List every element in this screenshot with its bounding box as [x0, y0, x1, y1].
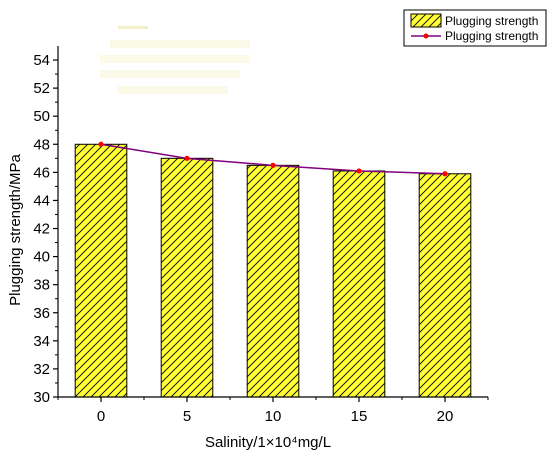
- y-tick-label: 48: [33, 136, 50, 153]
- y-tick-label: 52: [33, 80, 50, 97]
- y-axis: 30 32 34 36 38 40 42 44 46 48 50 52 54: [33, 46, 59, 406]
- bar-10: [246, 164, 300, 398]
- markers-group: [98, 141, 448, 177]
- line-point-5: [184, 155, 190, 161]
- y-tick-label: 50: [33, 108, 50, 125]
- y-tick-label: 38: [33, 277, 50, 294]
- line-point-15: [356, 168, 362, 174]
- bars-group: [74, 143, 472, 398]
- y-tick-label: 42: [33, 221, 50, 238]
- line-point-0: [98, 141, 104, 147]
- bar-5: [160, 157, 214, 398]
- y-tick-label: 44: [33, 192, 50, 209]
- line-point-20: [442, 171, 448, 177]
- y-tick-label: 32: [33, 361, 50, 378]
- y-tick-label: 34: [33, 333, 50, 350]
- y-tick-label: 46: [33, 164, 50, 181]
- y-tick-label: 54: [33, 52, 50, 69]
- x-tick-label: 15: [351, 408, 368, 425]
- x-axis: 0 5 10 15 20: [57, 396, 489, 425]
- ghost-annotations: [100, 26, 250, 94]
- legend-bar-label: Plugging strength: [445, 14, 538, 28]
- x-axis-title: Salinity/1×10⁴mg/L: [205, 434, 331, 451]
- x-tick-label: 20: [437, 408, 454, 425]
- y-tick-label: 36: [33, 305, 50, 322]
- legend: Plugging strength Plugging strength: [403, 9, 547, 47]
- bar-15: [332, 170, 386, 398]
- legend-line-marker: [423, 33, 429, 39]
- legend-line-label: Plugging strength: [445, 29, 538, 43]
- bar-20: [418, 173, 472, 398]
- bar-0: [74, 143, 128, 398]
- y-axis-title: Plugging strength/MPa: [7, 153, 24, 305]
- y-tick-label: 40: [33, 249, 50, 266]
- x-tick-label: 5: [183, 408, 191, 425]
- legend-bar-swatch: [410, 13, 442, 28]
- x-tick-label: 10: [265, 408, 282, 425]
- y-tick-label: 30: [33, 389, 50, 406]
- line-point-10: [270, 162, 276, 168]
- plot-area: [74, 141, 472, 398]
- x-tick-label: 0: [97, 408, 105, 425]
